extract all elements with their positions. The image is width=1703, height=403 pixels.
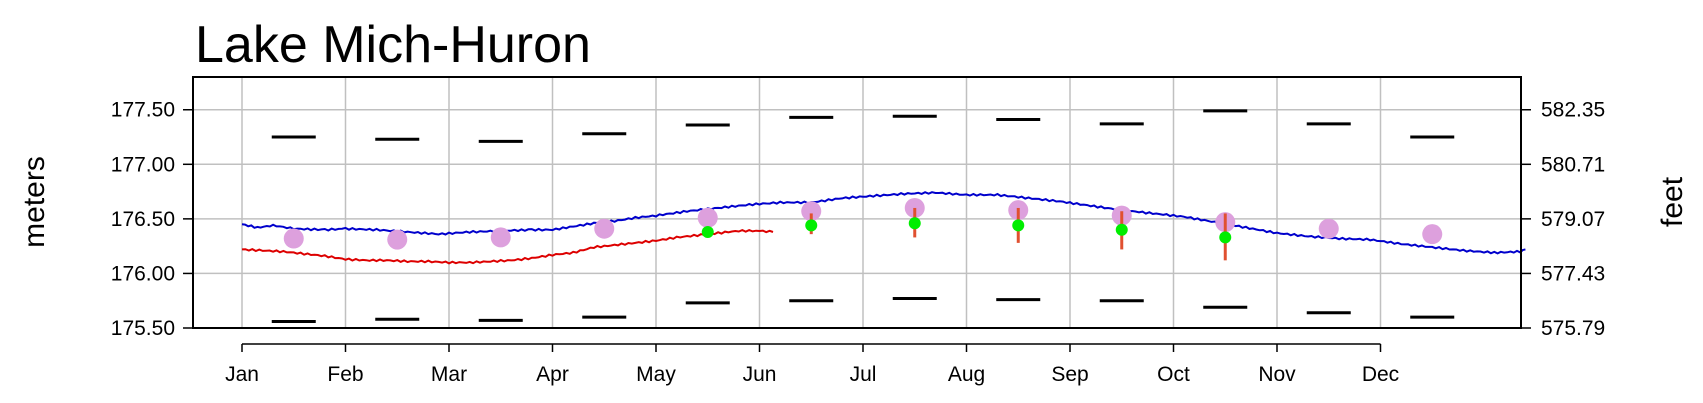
y-tick-label: 176.50 (111, 208, 175, 231)
x-axis: Jan Feb Mar Apr May Jun Jul Aug Sep Oct Nov Dec (225, 343, 1399, 386)
monthly-average-point (801, 201, 822, 222)
monthly-average-point (697, 207, 718, 228)
x-tick-label: Jan (225, 363, 259, 386)
monthly-average-point (490, 227, 511, 248)
record-low-series (271, 297, 1455, 323)
y-tick-label: 177.50 (111, 99, 175, 122)
current-year-line (241, 229, 774, 265)
x-tick-label: Dec (1362, 363, 1399, 386)
grid (193, 77, 1521, 329)
forecast-point (805, 219, 818, 232)
forecast-point (1219, 231, 1232, 244)
forecast-point (908, 217, 921, 230)
level-lines (241, 191, 1526, 265)
forecast-point (1115, 223, 1128, 236)
y2-tick-label: 582.35 (1541, 99, 1605, 122)
y2-axis-label: feet (1656, 176, 1689, 227)
y-axis-left: 175.50 176.00 176.50 177.00 177.50 (111, 99, 193, 340)
last-year-line (241, 191, 1526, 255)
monthly-average-point (387, 229, 408, 250)
forecast-series (701, 207, 1232, 261)
x-tick-label: Jul (850, 363, 877, 386)
y-tick-label: 177.00 (111, 153, 175, 176)
monthly-average-series (283, 197, 1443, 250)
x-tick-label: Oct (1157, 363, 1190, 386)
y-axis-right: 575.79 577.43 579.07 580.71 582.35 (1521, 99, 1605, 340)
chart-title: Lake Mich-Huron (195, 16, 591, 74)
x-tick-label: Mar (431, 363, 467, 386)
y2-tick-label: 575.79 (1541, 317, 1605, 340)
forecast-point (701, 225, 714, 238)
x-tick-label: Aug (948, 363, 985, 386)
record-high-series (271, 109, 1455, 143)
monthly-average-point (1422, 224, 1443, 245)
forecast-point (1012, 219, 1025, 232)
x-tick-label: May (636, 363, 676, 386)
monthly-average-point (594, 218, 615, 239)
x-tick-label: Nov (1258, 363, 1296, 386)
y2-tick-label: 579.07 (1541, 208, 1605, 231)
monthly-average-point (283, 228, 304, 249)
x-tick-label: Sep (1051, 363, 1088, 386)
plot-frame (192, 76, 1522, 329)
y-tick-label: 175.50 (111, 317, 175, 340)
x-tick-label: Jun (743, 363, 777, 386)
monthly-average-point (1318, 218, 1339, 239)
x-tick-label: Apr (536, 363, 569, 386)
x-tick-label: Feb (327, 363, 363, 386)
y2-tick-label: 580.71 (1541, 153, 1605, 176)
y-tick-label: 176.00 (111, 262, 175, 285)
y2-tick-label: 577.43 (1541, 262, 1605, 285)
y-axis-label: meters (18, 156, 51, 248)
